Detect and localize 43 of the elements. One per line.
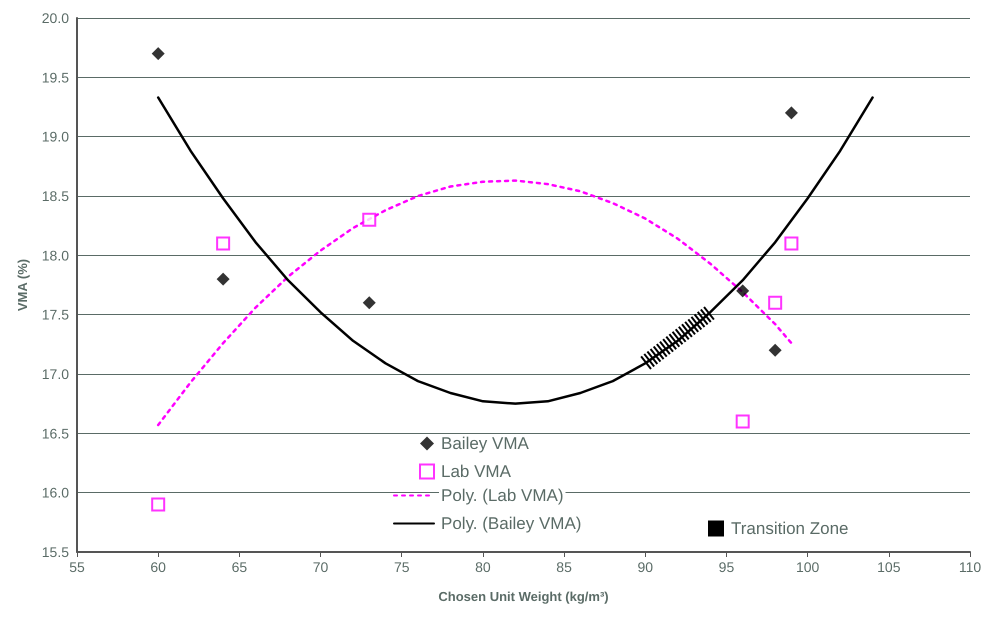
y-tick-label: 17.0 bbox=[42, 366, 70, 382]
x-tick-label: 100 bbox=[796, 559, 820, 575]
legend-label: Poly. (Lab VMA) bbox=[441, 486, 564, 505]
x-tick-label: 65 bbox=[232, 559, 248, 575]
y-tick-label: 19.5 bbox=[42, 69, 70, 86]
point bbox=[784, 236, 798, 250]
y-tick-label: 19.0 bbox=[42, 128, 70, 145]
point bbox=[768, 344, 782, 357]
x-tick-label: 95 bbox=[718, 559, 734, 575]
point bbox=[768, 296, 782, 310]
x-tick-label: 105 bbox=[877, 559, 901, 575]
x-axis-title: Chosen Unit Weight (kg/m³) bbox=[438, 589, 609, 604]
x-tick-label: 85 bbox=[556, 559, 572, 575]
line-series bbox=[156, 96, 874, 405]
y-tick-label: 18.0 bbox=[42, 247, 70, 264]
point bbox=[736, 414, 750, 428]
point bbox=[152, 47, 165, 60]
point bbox=[362, 296, 376, 310]
y-tick-label: 16.5 bbox=[42, 425, 70, 442]
y-tick-label: 18.5 bbox=[42, 188, 70, 204]
x-tick-label: 75 bbox=[394, 559, 410, 575]
y-tick-label: 17.5 bbox=[42, 306, 70, 323]
legend-label: Poly. (Bailey VMA) bbox=[441, 514, 582, 533]
x-tick-label: 70 bbox=[312, 559, 329, 575]
point bbox=[362, 212, 376, 227]
point bbox=[216, 236, 230, 250]
y-tick-label: 15.5 bbox=[42, 544, 70, 560]
y-tick-label: 20.0 bbox=[42, 10, 70, 26]
legend-label: Transition Zone bbox=[731, 519, 848, 538]
point bbox=[784, 106, 798, 120]
point bbox=[216, 272, 230, 286]
x-tick-label: 110 bbox=[958, 559, 982, 575]
x-tick-label: 55 bbox=[69, 559, 85, 575]
y-tick-label: 16.0 bbox=[42, 484, 70, 501]
y-axis-title: VMA (%) bbox=[15, 258, 30, 312]
line-series bbox=[156, 179, 793, 426]
legend-label: Bailey VMA bbox=[441, 434, 530, 453]
x-tick-label: 80 bbox=[475, 559, 491, 575]
x-tick-label: 60 bbox=[150, 559, 166, 575]
point bbox=[736, 284, 750, 298]
x-tick-label: 90 bbox=[637, 559, 654, 575]
point bbox=[151, 498, 166, 512]
legend-label: Lab VMA bbox=[441, 462, 512, 481]
